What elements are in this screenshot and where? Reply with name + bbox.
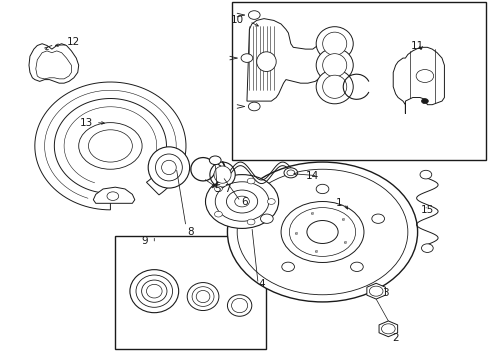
- Text: 4: 4: [258, 279, 264, 289]
- Ellipse shape: [316, 48, 352, 82]
- Ellipse shape: [214, 166, 231, 183]
- Ellipse shape: [130, 270, 178, 313]
- Circle shape: [227, 162, 417, 302]
- Circle shape: [241, 54, 252, 62]
- Circle shape: [237, 169, 407, 295]
- Text: 1: 1: [336, 198, 342, 208]
- Text: 10: 10: [230, 15, 243, 26]
- Circle shape: [226, 190, 257, 213]
- Circle shape: [368, 286, 382, 296]
- Ellipse shape: [136, 275, 172, 307]
- Circle shape: [88, 130, 132, 162]
- Polygon shape: [35, 82, 185, 210]
- Circle shape: [234, 196, 249, 207]
- Circle shape: [205, 175, 278, 228]
- Ellipse shape: [155, 154, 182, 181]
- Text: 8: 8: [187, 227, 194, 237]
- Circle shape: [419, 170, 431, 179]
- Ellipse shape: [142, 280, 166, 302]
- Circle shape: [286, 170, 294, 176]
- Ellipse shape: [227, 295, 251, 316]
- Circle shape: [260, 214, 273, 223]
- Circle shape: [421, 99, 427, 104]
- Ellipse shape: [187, 283, 219, 311]
- Circle shape: [284, 168, 297, 178]
- Circle shape: [381, 324, 394, 334]
- Circle shape: [248, 11, 260, 19]
- Circle shape: [289, 208, 355, 256]
- Polygon shape: [366, 283, 385, 299]
- Text: 13: 13: [79, 118, 92, 128]
- Polygon shape: [378, 321, 397, 337]
- Ellipse shape: [322, 54, 346, 77]
- Circle shape: [281, 262, 294, 271]
- Circle shape: [107, 192, 119, 201]
- Circle shape: [415, 69, 433, 82]
- Circle shape: [79, 123, 142, 169]
- Circle shape: [281, 202, 363, 262]
- Circle shape: [215, 182, 268, 221]
- Circle shape: [421, 244, 432, 252]
- Bar: [232, 3, 485, 160]
- Text: 5: 5: [214, 184, 221, 194]
- Circle shape: [209, 156, 221, 165]
- Text: e: e: [343, 240, 346, 245]
- Ellipse shape: [256, 52, 276, 72]
- Text: 11: 11: [410, 41, 424, 50]
- Ellipse shape: [192, 287, 214, 306]
- Ellipse shape: [148, 147, 189, 188]
- Text: e: e: [341, 217, 344, 222]
- Bar: [115, 235, 266, 348]
- Ellipse shape: [231, 298, 247, 313]
- Ellipse shape: [196, 291, 209, 303]
- Polygon shape: [246, 19, 322, 101]
- Text: 15: 15: [420, 206, 433, 216]
- Ellipse shape: [316, 27, 352, 61]
- Ellipse shape: [322, 75, 346, 98]
- Text: 9: 9: [141, 236, 147, 246]
- Circle shape: [214, 211, 222, 217]
- Text: e: e: [310, 211, 313, 216]
- Polygon shape: [93, 187, 135, 203]
- Circle shape: [267, 199, 275, 204]
- Ellipse shape: [209, 162, 235, 187]
- Polygon shape: [29, 44, 79, 83]
- Text: 7: 7: [224, 184, 230, 194]
- Text: e: e: [314, 249, 317, 254]
- Circle shape: [371, 214, 384, 223]
- Ellipse shape: [161, 160, 176, 175]
- Text: e: e: [294, 231, 297, 236]
- Polygon shape: [36, 51, 71, 79]
- Ellipse shape: [322, 32, 346, 55]
- Ellipse shape: [316, 70, 352, 104]
- Polygon shape: [392, 47, 444, 114]
- Circle shape: [306, 221, 337, 243]
- Ellipse shape: [146, 284, 162, 298]
- Circle shape: [350, 262, 363, 271]
- Text: 12: 12: [67, 37, 81, 47]
- Circle shape: [247, 178, 254, 184]
- Text: 14: 14: [305, 171, 319, 181]
- Text: 3: 3: [382, 288, 388, 298]
- Circle shape: [248, 102, 260, 111]
- Circle shape: [316, 184, 328, 194]
- Circle shape: [247, 219, 254, 225]
- Text: 6: 6: [241, 197, 247, 207]
- Circle shape: [214, 186, 222, 192]
- Text: 2: 2: [391, 333, 398, 343]
